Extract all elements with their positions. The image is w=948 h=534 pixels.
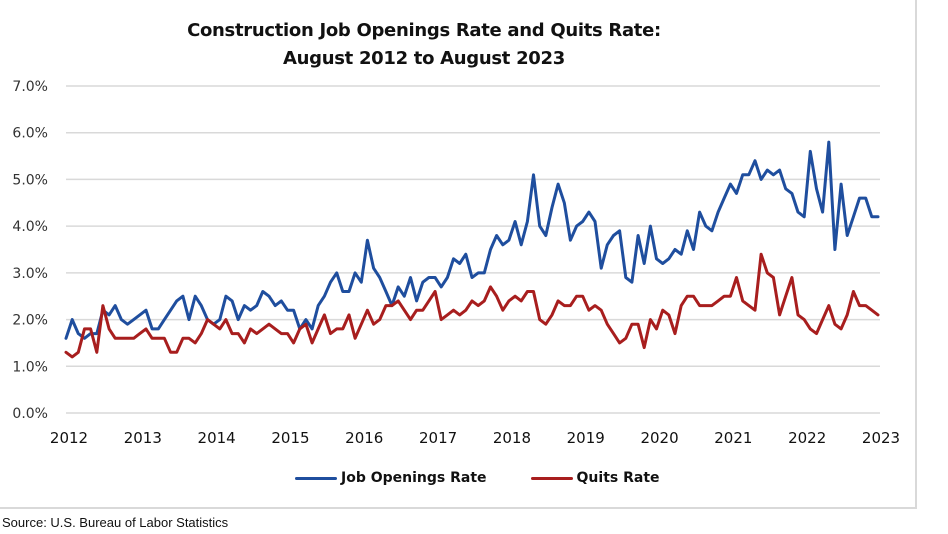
legend-swatch-job-openings <box>295 476 337 480</box>
x-tick-label: 2017 <box>419 429 457 447</box>
y-tick-label: 3.0% <box>12 266 48 282</box>
x-tick-label: 2023 <box>862 429 900 447</box>
y-tick-label: 6.0% <box>12 126 48 142</box>
y-tick-label: 2.0% <box>12 313 48 329</box>
y-tick-label: 0.0% <box>12 406 48 422</box>
y-tick-label: 1.0% <box>12 359 48 375</box>
x-tick-label: 2012 <box>50 429 88 447</box>
x-tick-label: 2018 <box>493 429 531 447</box>
legend-label-quits: Quits Rate <box>576 470 660 486</box>
legend-label-job-openings: Job Openings Rate <box>341 470 487 486</box>
series-line-job-openings <box>64 140 880 340</box>
x-tick-label: 2020 <box>640 429 678 447</box>
series-line-quits <box>64 252 880 359</box>
y-axis-ticks: 0.0% 1.0% 2.0% 3.0% 4.0% 5.0% 6.0% 7.0% <box>12 79 48 422</box>
x-tick-label: 2021 <box>714 429 752 447</box>
legend-item-quits: Quits Rate <box>530 470 660 486</box>
legend: Job Openings Rate Quits Rate <box>295 470 704 486</box>
legend-item-job-openings: Job Openings Rate <box>295 470 487 486</box>
x-tick-label: 2013 <box>124 429 162 447</box>
x-tick-label: 2015 <box>271 429 309 447</box>
chart-frame <box>0 0 917 509</box>
series-lines <box>64 140 880 359</box>
legend-swatch-quits <box>530 476 573 480</box>
x-tick-label: 2022 <box>788 429 826 447</box>
y-tick-label: 4.0% <box>12 219 48 235</box>
y-tick-label: 5.0% <box>12 172 48 188</box>
gridlines <box>66 85 880 414</box>
x-tick-label: 2014 <box>198 429 236 447</box>
chart-subtitle: August 2012 to August 2023 <box>283 48 565 69</box>
chart-title: Construction Job Openings Rate and Quits… <box>187 20 661 41</box>
x-tick-label: 2019 <box>567 429 605 447</box>
y-tick-label: 7.0% <box>12 79 48 95</box>
x-tick-label: 2016 <box>345 429 383 447</box>
source-note: Source: U.S. Bureau of Labor Statistics <box>2 515 229 530</box>
x-axis-ticks: 2012 2013 2014 2015 2016 2017 2018 2019 2020 2021… <box>50 429 900 447</box>
